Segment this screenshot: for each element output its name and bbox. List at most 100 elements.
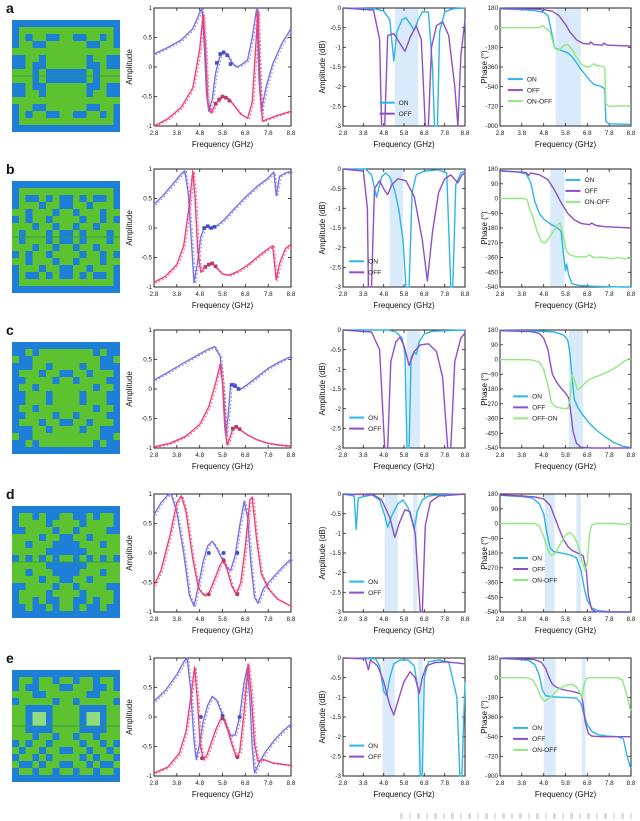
plot-frame [499, 493, 632, 613]
x-axis-label: Frequency (GHz) [373, 462, 435, 471]
x-tick-label: 7.8 [440, 130, 449, 137]
x-tick-label: 7.8 [440, 291, 449, 298]
x-axis-label: Frequency (GHz) [373, 301, 435, 310]
x-tick-label: 2.8 [496, 780, 505, 787]
legend-label: OFF [527, 87, 540, 94]
metasurface-pattern-e [12, 670, 120, 782]
y-tick-label: -2 [335, 84, 341, 91]
data-marker [213, 101, 218, 106]
e-amplitude-plot: 2.8 3.8 4.8 5.8 6.8 7.8 8.8 1 0.5 0 -0.5 -1 Frequenc… [125, 655, 296, 799]
x-tick-label: 6.8 [420, 780, 429, 787]
data-marker [210, 261, 214, 266]
y-tick-label: -540 [485, 609, 498, 616]
row-label-b: b [6, 161, 15, 177]
y-tick-label: 1 [148, 5, 152, 12]
y-tick-label: -1 [146, 445, 152, 452]
y-tick-label: -1 [146, 123, 152, 130]
b-phase-plot: 2.8 3.8 4.8 5.8 6.8 7.8 8.8 180 90 0 -90 -180 -270 -3… [480, 166, 636, 310]
x-tick-label: 4.8 [379, 452, 388, 459]
data-marker [221, 50, 226, 55]
y-axis-label: Amplitude (dB) [318, 526, 327, 579]
x-axis-label: Frequency (GHz) [192, 301, 254, 310]
x-tick-label: 7.8 [264, 616, 273, 623]
y-tick-label: -540 [485, 734, 498, 741]
legend-label: OFF [368, 754, 381, 761]
highlight-band [413, 494, 418, 612]
y-tick-label: 1 [148, 491, 152, 498]
amplitude-db-chart-c: 2.8 3.8 4.8 5.8 6.8 7.8 8.8 0 -0.5 -1 -1.5 -2 -2.5 -3… [318, 322, 480, 480]
y-tick-label: -0.5 [141, 416, 152, 423]
x-tick-label: 8.8 [461, 130, 470, 137]
legend-label: ON-OFF [532, 577, 557, 584]
y-tick-label: -0.5 [141, 580, 152, 587]
series-OFF [499, 330, 631, 449]
x-tick-label: 8.8 [627, 291, 636, 298]
x-tick-label: 3.8 [517, 291, 526, 298]
y-axis-label: Amplitude (dB) [318, 362, 327, 415]
x-tick-label: 5.8 [400, 291, 409, 298]
x-tick-label: 4.8 [539, 780, 548, 787]
x-tick-label: 6.8 [420, 291, 429, 298]
x-tick-label: 8.8 [287, 616, 296, 623]
series-on-state [153, 493, 292, 607]
series-ON-OFF [500, 522, 632, 571]
y-tick-label: -0.5 [141, 255, 152, 262]
x-tick-label: 4.8 [539, 291, 548, 298]
x-tick-label: 5.8 [561, 130, 570, 137]
series-OFF [342, 7, 466, 127]
x-tick-label: 4.8 [379, 616, 388, 623]
x-axis-label: Frequency (GHz) [535, 626, 597, 635]
y-tick-label: -2.5 [330, 754, 341, 761]
x-tick-label: 7.8 [264, 780, 273, 787]
figure-row-a: a 2.8 3.8 4.8 5.8 6.8 7.8 8.8 1 0.5 0 -0.5 -1 Freque… [0, 0, 640, 160]
data-marker [234, 425, 238, 429]
x-tick-label: 7.8 [605, 291, 614, 298]
data-marker [203, 265, 208, 269]
y-axis-label: Phase (°) [480, 50, 489, 84]
y-tick-label: -360 [485, 416, 498, 423]
a-amplitude-plot: 2.8 3.8 4.8 5.8 6.8 7.8 8.8 1 0.5 0 -0.5 -1 Frequenc… [125, 5, 296, 149]
x-tick-label: 7.8 [440, 452, 449, 459]
x-tick-label: 2.8 [496, 452, 505, 459]
series-on-state-dotted [155, 657, 293, 776]
y-tick-label: -90 [489, 372, 499, 379]
amplitude-db-chart-b: 2.8 3.8 4.8 5.8 6.8 7.8 8.8 0 -0.5 -1 -1.5 -2 -2.5 -3… [318, 161, 480, 319]
y-tick-label: -0.5 [330, 186, 341, 193]
phase-chart-b: 2.8 3.8 4.8 5.8 6.8 7.8 8.8 180 90 0 -90 -180 -270 -3… [480, 161, 640, 319]
x-tick-label: 6.8 [583, 452, 592, 459]
x-tick-label: 3.8 [359, 452, 368, 459]
legend-label: ON [585, 177, 595, 184]
y-tick-label: -2 [335, 570, 341, 577]
series-OFF [499, 494, 631, 613]
y-tick-label: -900 [485, 773, 498, 780]
x-tick-label: 2.8 [339, 452, 348, 459]
series-OFF-ON [499, 358, 632, 410]
x-tick-label: 2.8 [150, 291, 159, 298]
unit-cell-a [12, 20, 120, 132]
x-tick-label: 3.8 [359, 291, 368, 298]
y-tick-label: 0 [148, 714, 152, 721]
legend-label: ON [532, 725, 542, 732]
c-db-plot: 2.8 3.8 4.8 5.8 6.8 7.8 8.8 0 -0.5 -1 -1.5 -2 -2.5 -3… [318, 327, 470, 471]
series-on-state [153, 345, 292, 436]
amplitude-db-chart-d: 2.8 3.8 4.8 5.8 6.8 7.8 8.8 0 -0.5 -1 -1.5 -2 -2.5 -3… [318, 486, 480, 644]
data-marker [220, 94, 225, 99]
x-tick-label: 5.8 [561, 452, 570, 459]
x-tick-label: 7.8 [440, 780, 449, 787]
x-tick-label: 7.8 [605, 130, 614, 137]
data-marker [206, 592, 211, 597]
y-tick-label: -2 [335, 734, 341, 741]
x-tick-label: 5.8 [218, 291, 227, 298]
y-tick-label: 0.5 [143, 35, 152, 42]
y-tick-label: -1.5 [330, 225, 341, 232]
y-axis-label: Amplitude (dB) [318, 201, 327, 254]
y-tick-label: -0.5 [330, 25, 341, 32]
x-tick-label: 4.8 [195, 291, 204, 298]
y-tick-label: -90 [489, 536, 499, 543]
amplitude-db-chart-a: 2.8 3.8 4.8 5.8 6.8 7.8 8.8 0 -0.5 -1 -1.5 -2 -2.5 -3… [318, 0, 480, 158]
y-axis-label: Amplitude [125, 49, 134, 85]
series-OFF [499, 170, 632, 229]
y-tick-label: 180 [487, 166, 498, 173]
x-tick-label: 8.8 [461, 291, 470, 298]
